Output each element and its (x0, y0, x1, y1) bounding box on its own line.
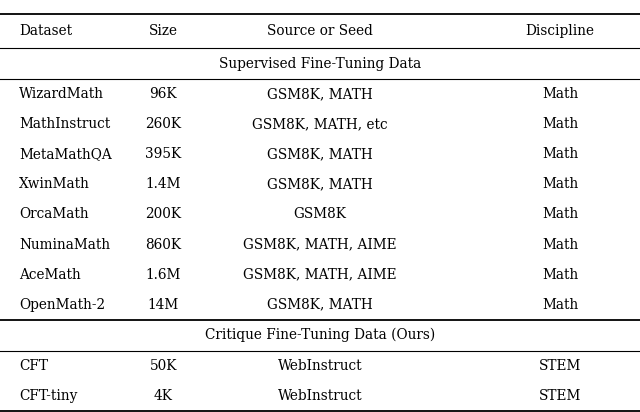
Text: MetaMathQA: MetaMathQA (19, 147, 112, 161)
Text: STEM: STEM (539, 359, 581, 372)
Text: Supervised Fine-Tuning Data: Supervised Fine-Tuning Data (219, 57, 421, 70)
Text: 200K: 200K (145, 208, 181, 221)
Text: MathInstruct: MathInstruct (19, 117, 111, 131)
Text: WebInstruct: WebInstruct (278, 359, 362, 372)
Text: AceMath: AceMath (19, 268, 81, 281)
Text: Math: Math (542, 87, 578, 101)
Text: WizardMath: WizardMath (19, 87, 104, 101)
Text: Size: Size (148, 24, 178, 38)
Text: Math: Math (542, 298, 578, 311)
Text: 50K: 50K (150, 359, 177, 372)
Text: 395K: 395K (145, 147, 181, 161)
Text: Math: Math (542, 147, 578, 161)
Text: Critique Fine-Tuning Data (Ours): Critique Fine-Tuning Data (Ours) (205, 328, 435, 342)
Text: GSM8K, MATH: GSM8K, MATH (267, 87, 373, 101)
Text: GSM8K, MATH, AIME: GSM8K, MATH, AIME (243, 238, 397, 251)
Text: Source or Seed: Source or Seed (267, 24, 373, 38)
Text: GSM8K, MATH: GSM8K, MATH (267, 147, 373, 161)
Text: Math: Math (542, 268, 578, 281)
Text: 96K: 96K (149, 87, 177, 101)
Text: Math: Math (542, 208, 578, 221)
Text: XwinMath: XwinMath (19, 178, 90, 191)
Text: STEM: STEM (539, 389, 581, 403)
Text: Math: Math (542, 238, 578, 251)
Text: GSM8K, MATH, etc: GSM8K, MATH, etc (252, 117, 388, 131)
Text: 1.4M: 1.4M (145, 178, 181, 191)
Text: CFT: CFT (19, 359, 48, 372)
Text: 14M: 14M (148, 298, 179, 311)
Text: GSM8K, MATH: GSM8K, MATH (267, 298, 373, 311)
Text: OrcaMath: OrcaMath (19, 208, 89, 221)
Text: 860K: 860K (145, 238, 181, 251)
Text: Dataset: Dataset (19, 24, 72, 38)
Text: Math: Math (542, 117, 578, 131)
Text: GSM8K, MATH: GSM8K, MATH (267, 178, 373, 191)
Text: OpenMath-2: OpenMath-2 (19, 298, 106, 311)
Text: NuminaMath: NuminaMath (19, 238, 110, 251)
Text: CFT-tiny: CFT-tiny (19, 389, 77, 403)
Text: 4K: 4K (154, 389, 173, 403)
Text: WebInstruct: WebInstruct (278, 389, 362, 403)
Text: GSM8K, MATH, AIME: GSM8K, MATH, AIME (243, 268, 397, 281)
Text: 1.6M: 1.6M (145, 268, 181, 281)
Text: GSM8K: GSM8K (294, 208, 346, 221)
Text: Discipline: Discipline (525, 24, 595, 38)
Text: Math: Math (542, 178, 578, 191)
Text: 260K: 260K (145, 117, 181, 131)
